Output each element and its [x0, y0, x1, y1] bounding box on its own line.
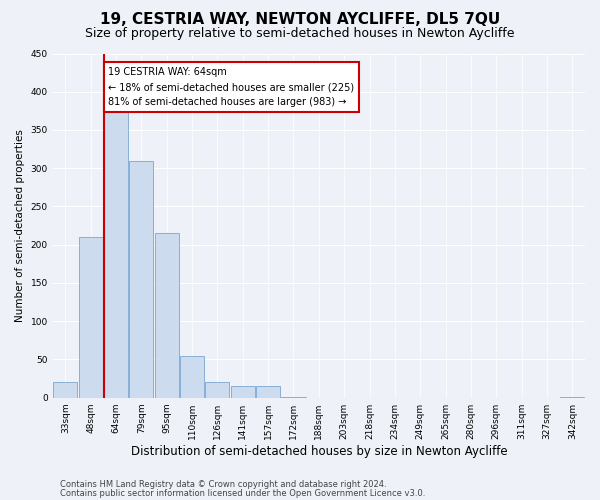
Bar — [560, 397, 584, 398]
Bar — [104, 111, 128, 398]
Bar — [281, 397, 305, 398]
Text: Size of property relative to semi-detached houses in Newton Aycliffe: Size of property relative to semi-detach… — [85, 28, 515, 40]
Bar — [53, 382, 77, 398]
Bar — [256, 386, 280, 398]
Text: Contains public sector information licensed under the Open Government Licence v3: Contains public sector information licen… — [60, 488, 425, 498]
Text: 19 CESTRIA WAY: 64sqm
← 18% of semi-detached houses are smaller (225)
81% of sem: 19 CESTRIA WAY: 64sqm ← 18% of semi-deta… — [109, 68, 355, 107]
X-axis label: Distribution of semi-detached houses by size in Newton Aycliffe: Distribution of semi-detached houses by … — [131, 444, 507, 458]
Text: 19, CESTRIA WAY, NEWTON AYCLIFFE, DL5 7QU: 19, CESTRIA WAY, NEWTON AYCLIFFE, DL5 7Q… — [100, 12, 500, 28]
Bar — [79, 237, 103, 398]
Text: Contains HM Land Registry data © Crown copyright and database right 2024.: Contains HM Land Registry data © Crown c… — [60, 480, 386, 489]
Bar — [130, 160, 154, 398]
Y-axis label: Number of semi-detached properties: Number of semi-detached properties — [15, 129, 25, 322]
Bar — [231, 386, 255, 398]
Bar — [155, 234, 179, 398]
Bar — [205, 382, 229, 398]
Bar — [180, 356, 204, 398]
